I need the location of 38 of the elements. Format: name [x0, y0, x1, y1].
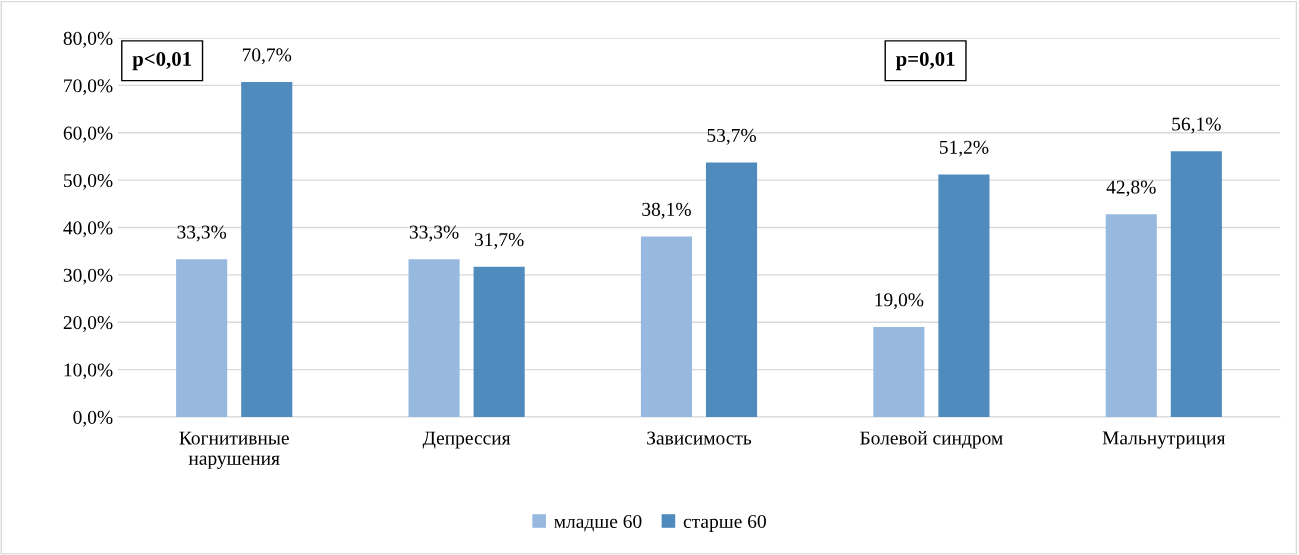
data-label: 53,7% — [707, 128, 756, 145]
data-label: 31,7% — [474, 233, 524, 249]
legend-label: старше 60 — [683, 514, 766, 532]
y-tick-label: 60,0% — [63, 126, 113, 143]
x-tick-label: Зависимость — [647, 431, 752, 445]
bar — [873, 326, 925, 417]
annotation: p=0,01 — [895, 51, 955, 71]
y-tick-label: 10,0% — [64, 363, 113, 380]
data-label: 33,3% — [177, 225, 227, 242]
data-label: 56,1% — [1172, 117, 1221, 134]
data-label: 51,2% — [939, 140, 989, 157]
y-tick-label: 20,0% — [63, 316, 113, 332]
y-tick-label: 40,0% — [63, 221, 113, 238]
bar — [241, 82, 293, 417]
data-label: 38,1% — [642, 202, 691, 219]
bar — [473, 266, 525, 417]
data-label: 33,3% — [409, 225, 459, 242]
bar — [705, 162, 758, 417]
y-tick-label: 70,0% — [64, 79, 113, 96]
bar — [1170, 151, 1222, 417]
y-tick-label: 50,0% — [64, 173, 113, 190]
x-tick-label: Болевой синдром — [860, 431, 1003, 449]
bar — [408, 259, 460, 417]
legend-label: младше 60 — [554, 514, 642, 532]
x-tick-label: Депрессия — [422, 431, 511, 449]
y-tick-label: 30,0% — [63, 268, 113, 285]
bar — [176, 259, 228, 417]
data-label: 70,7% — [242, 48, 292, 65]
bar — [938, 174, 990, 417]
y-tick-label: 80,0% — [63, 31, 113, 48]
bar — [1105, 214, 1157, 417]
bar — [640, 236, 693, 417]
data-label: 42,8% — [1106, 180, 1156, 197]
annotation: p<0,01 — [132, 51, 192, 71]
x-tick-label: Мальнутриция — [1102, 431, 1226, 449]
data-label: 19,0% — [875, 293, 924, 310]
y-tick-label: 0,0% — [73, 410, 113, 427]
x-tick-label: Когнитивные нарушения — [179, 431, 289, 469]
